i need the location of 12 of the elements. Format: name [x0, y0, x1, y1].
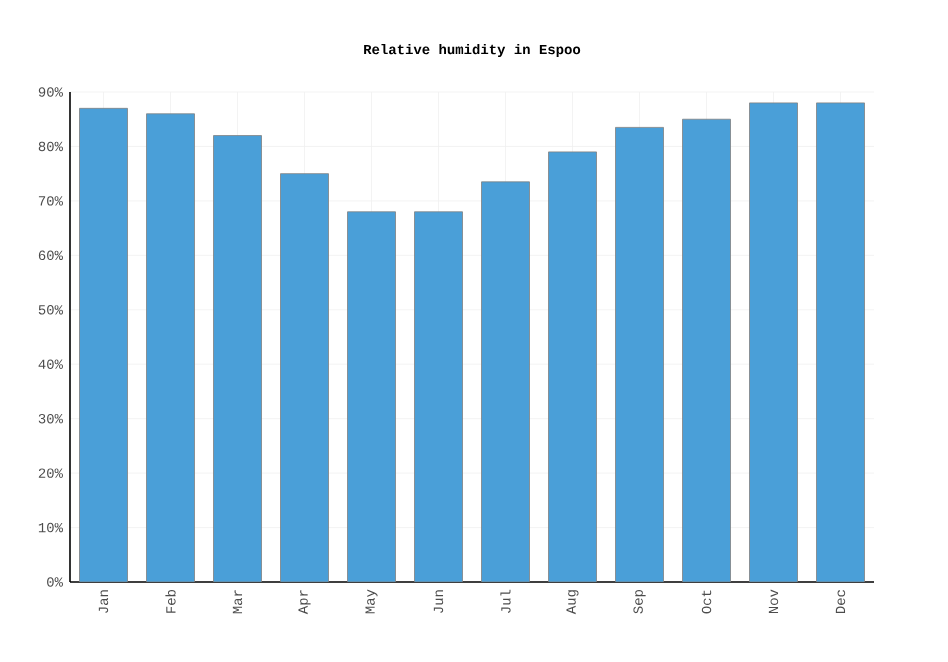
bar	[682, 118, 731, 582]
bar	[347, 211, 396, 582]
bar	[146, 113, 195, 582]
bar	[749, 102, 798, 582]
bar	[79, 107, 128, 582]
bar	[548, 151, 597, 582]
bar	[414, 211, 463, 582]
bar	[615, 126, 664, 582]
bar	[816, 102, 865, 582]
bar	[481, 181, 530, 582]
bar	[213, 135, 262, 582]
bar	[280, 173, 329, 582]
